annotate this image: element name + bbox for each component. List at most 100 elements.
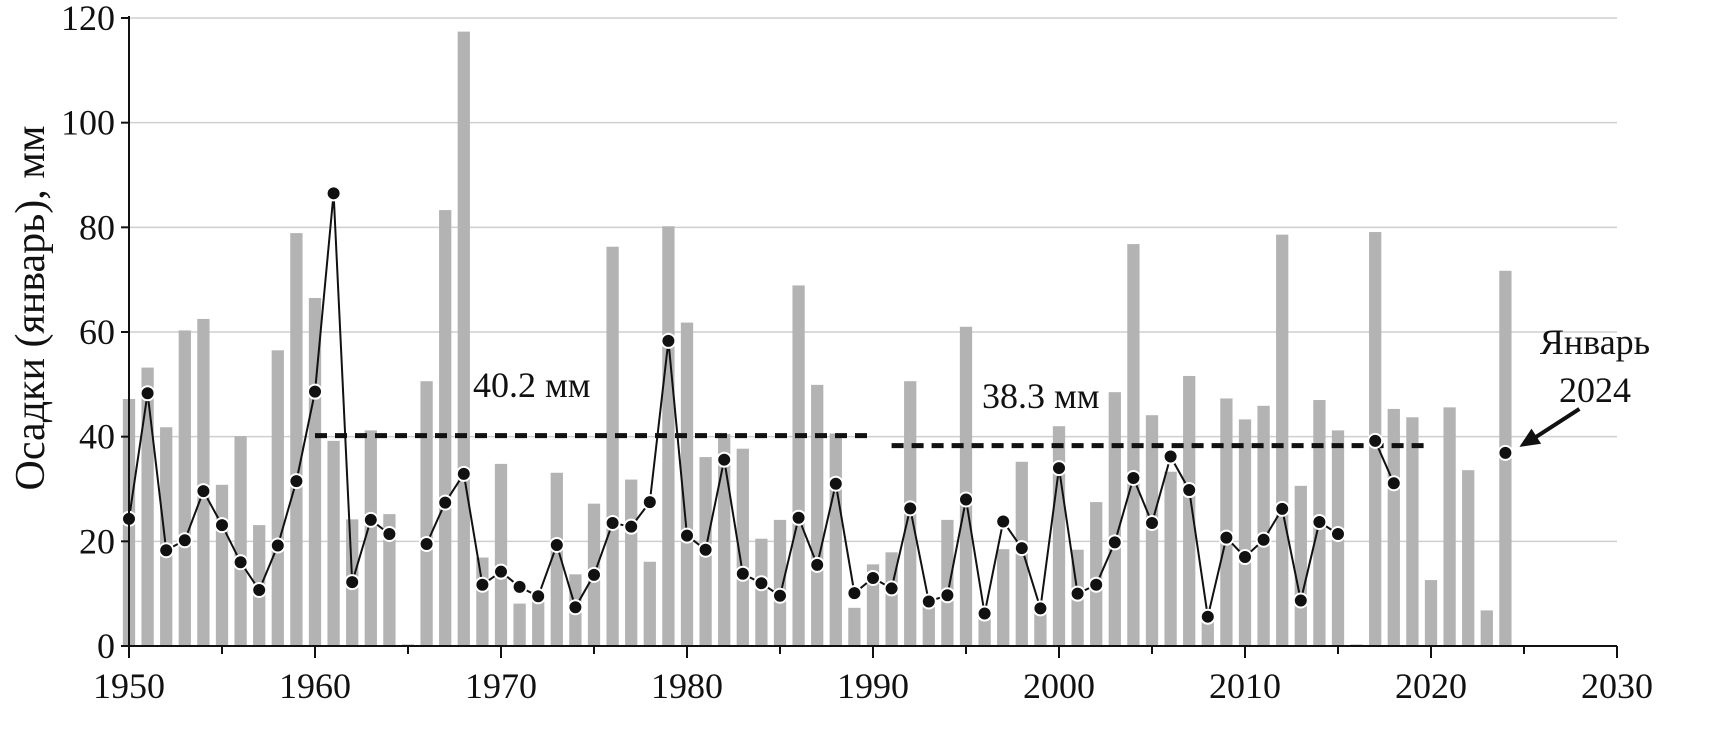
data-point xyxy=(307,383,323,400)
x-tick-label: 1950 xyxy=(93,666,165,706)
bar xyxy=(1387,408,1400,646)
labels: Осадки (январь), мм 40.2 мм 38.3 мм Янва… xyxy=(8,126,1650,491)
data-point xyxy=(1069,585,1086,602)
data-point xyxy=(827,475,844,492)
bar xyxy=(271,350,284,646)
annotation-month: Январь xyxy=(1540,322,1650,362)
data-point xyxy=(1274,500,1291,517)
bar xyxy=(234,436,247,646)
bar xyxy=(1201,619,1214,646)
data-point xyxy=(1367,432,1384,449)
x-tick-label: 2030 xyxy=(1581,666,1653,706)
data-point xyxy=(1237,549,1253,566)
bar xyxy=(141,367,154,646)
data-point xyxy=(1125,470,1142,487)
bar xyxy=(550,472,563,646)
y-tick-label: 120 xyxy=(61,0,115,38)
bar xyxy=(829,433,842,646)
data-point xyxy=(269,537,286,554)
bar xyxy=(606,246,619,647)
data-point xyxy=(846,585,863,602)
bar xyxy=(1052,426,1066,646)
arrow-shaft xyxy=(1530,407,1581,442)
bar-series xyxy=(122,31,1512,647)
annotation-arrow xyxy=(1519,407,1581,447)
data-point xyxy=(158,542,175,559)
bar xyxy=(476,557,489,646)
bar xyxy=(848,607,861,646)
data-point xyxy=(437,494,454,511)
data-point xyxy=(1385,475,1402,492)
bar xyxy=(1183,375,1196,646)
y-tick-label: 40 xyxy=(79,417,115,457)
data-point xyxy=(1106,534,1123,551)
bar xyxy=(1480,610,1493,646)
data-point xyxy=(1144,515,1160,532)
data-point xyxy=(883,580,900,597)
data-point xyxy=(790,509,807,526)
bar xyxy=(160,427,173,646)
data-point xyxy=(1013,540,1030,557)
bar xyxy=(457,31,470,646)
data-point xyxy=(679,527,695,544)
x-tick-label: 2020 xyxy=(1395,666,1467,706)
data-point xyxy=(809,556,826,573)
y-tick-label: 60 xyxy=(79,312,115,352)
bar xyxy=(364,430,377,646)
x-tick-label: 1980 xyxy=(651,666,723,706)
data-point xyxy=(586,566,602,583)
bar xyxy=(1238,419,1252,646)
data-point xyxy=(734,565,751,582)
data-point xyxy=(567,599,584,616)
data-point xyxy=(176,532,193,549)
data-point xyxy=(1330,526,1346,543)
bar xyxy=(941,519,954,646)
bar xyxy=(1276,234,1289,646)
y-tick-label: 0 xyxy=(97,626,115,666)
data-point xyxy=(958,491,974,508)
x-tick-label: 1970 xyxy=(465,666,537,706)
bar xyxy=(197,318,210,646)
bar xyxy=(643,561,656,646)
data-point xyxy=(1032,600,1049,617)
mean-lines xyxy=(315,433,1431,449)
bar xyxy=(736,448,749,646)
data-point xyxy=(1088,576,1105,593)
bar xyxy=(494,463,508,646)
data-point xyxy=(920,593,937,610)
arrow-head xyxy=(1519,428,1542,447)
data-point xyxy=(753,575,770,592)
data-point xyxy=(493,563,509,580)
data-point xyxy=(139,385,156,402)
data-point xyxy=(344,574,361,591)
data-point xyxy=(232,554,249,571)
annotation-year: 2024 xyxy=(1559,370,1631,410)
data-point xyxy=(660,332,677,349)
x-tick-label: 1960 xyxy=(279,666,351,706)
data-point xyxy=(716,451,733,468)
x-tick-label: 1990 xyxy=(837,666,909,706)
data-point xyxy=(214,517,230,534)
data-point xyxy=(195,483,212,500)
axes: 0 20 40 60 80 100 120 1950 1960 1970 1980 1990 2000 2… xyxy=(61,0,1653,706)
data-point xyxy=(865,569,881,586)
data-point xyxy=(641,494,658,511)
point-series xyxy=(121,185,1514,625)
data-point xyxy=(548,536,565,553)
bar xyxy=(1034,608,1047,646)
data-point xyxy=(939,587,956,604)
data-point xyxy=(697,541,714,558)
data-point xyxy=(418,535,435,552)
y-tick-label: 20 xyxy=(79,521,115,561)
bar xyxy=(1424,580,1438,646)
data-point xyxy=(1051,460,1067,477)
bar xyxy=(625,479,638,646)
data-point xyxy=(455,465,472,482)
bar xyxy=(680,322,694,646)
bar xyxy=(959,326,973,646)
data-point xyxy=(1199,608,1216,625)
bar xyxy=(1164,471,1177,646)
bar xyxy=(1443,407,1456,646)
bar xyxy=(439,210,452,646)
